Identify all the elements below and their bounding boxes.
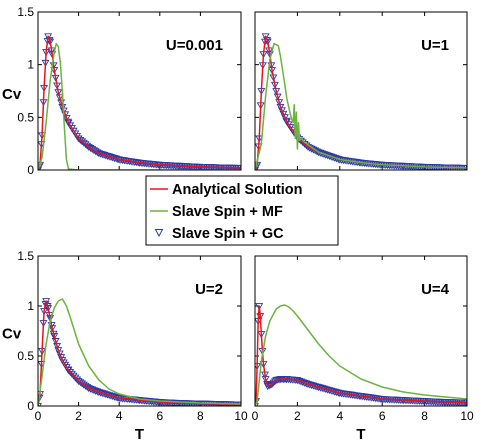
panel-u-2: 0 0.5 1 1.5 0 2 4 6 8 10 U=2 Cv T [2, 249, 248, 440]
x-tick-label: 6 [379, 409, 386, 423]
data-point [44, 33, 53, 41]
data-point [261, 33, 270, 41]
data-point [71, 374, 80, 382]
plot-area [255, 33, 467, 170]
panel-title: U=4 [421, 281, 450, 298]
series-analytical-solution [255, 305, 467, 406]
panel-title: U=2 [195, 281, 223, 298]
data-point [55, 350, 64, 358]
data-point [62, 115, 71, 122]
x-tick-label: 4 [116, 409, 123, 423]
series-analytical-solution [255, 35, 467, 170]
series-slave-spin-mf [38, 298, 241, 406]
x-tick-label: 0 [252, 409, 259, 423]
y-tick-label: 0.5 [17, 349, 34, 363]
x-tick-label: 4 [336, 409, 343, 423]
data-point [279, 110, 288, 118]
y-tick-label: 1 [27, 299, 34, 313]
series-analytical-solution [38, 35, 241, 170]
plot-area [255, 303, 467, 406]
y-tick-label: 1.5 [17, 249, 34, 263]
legend: Analytical Solution Slave Spin + MF Slav… [145, 175, 339, 246]
data-point [42, 298, 51, 306]
x-tick-label: 6 [156, 409, 163, 423]
data-point [64, 367, 73, 375]
axes-frame [37, 255, 242, 407]
series-slave-spin-gc [255, 303, 467, 406]
panel-u-4: 0 2 4 6 8 10 U=4 T [252, 255, 474, 440]
x-tick-label: 8 [421, 409, 428, 423]
legend-label-slave-spin-gc: Slave Spin + GC [172, 226, 284, 242]
series-slave-spin-mf [255, 42, 467, 170]
y-tick-label: 1.5 [17, 5, 34, 19]
x-tick-label: 0 [35, 409, 42, 423]
y-axis-label: Cv [2, 86, 22, 103]
data-point [67, 370, 76, 378]
panel-u-1: U=1 [254, 11, 468, 171]
series-slave-spin-gc [255, 33, 467, 170]
series-slave-spin-mf [255, 304, 467, 406]
panel-u-0-001: 0 0.5 1 1.5 U=0.001 Cv [2, 5, 242, 177]
data-point [280, 114, 289, 122]
plot-area [38, 33, 241, 170]
x-tick-label: 10 [460, 409, 474, 423]
series-analytical-solution [38, 300, 241, 406]
panel-title: U=0.001 [166, 37, 223, 54]
data-point [46, 38, 55, 46]
legend-label-analytical-solution: Analytical Solution [172, 182, 303, 198]
data-point [269, 379, 278, 387]
y-tick-label: 0 [27, 399, 34, 413]
y-tick-label: 0.5 [17, 110, 34, 124]
axes-frame [254, 255, 468, 407]
data-point [255, 303, 264, 311]
legend-label-slave-spin-mf: Slave Spin + MF [172, 204, 283, 220]
y-axis-label: Cv [2, 326, 22, 343]
data-point [69, 372, 78, 380]
series-slave-spin-mf [38, 42, 241, 170]
data-point [277, 107, 286, 115]
x-tick-label: 2 [294, 409, 301, 423]
y-tick-label: 1 [27, 58, 34, 72]
legend-box [145, 175, 339, 246]
x-tick-label: 10 [234, 409, 248, 423]
series-slave-spin-gc [38, 298, 241, 406]
panel-title: U=1 [421, 37, 449, 54]
axes-frame [254, 11, 468, 171]
x-tick-label: 2 [75, 409, 82, 423]
legend-swatch-slave-spin-gc [154, 229, 164, 238]
x-tick-label: 8 [197, 409, 204, 423]
plot-area [38, 298, 241, 406]
x-axis-label: T [356, 426, 365, 440]
data-point [66, 369, 75, 376]
axes-frame [37, 11, 242, 171]
data-point [263, 38, 272, 46]
y-tick-label: 0 [27, 163, 34, 177]
x-axis-label: T [135, 426, 144, 440]
